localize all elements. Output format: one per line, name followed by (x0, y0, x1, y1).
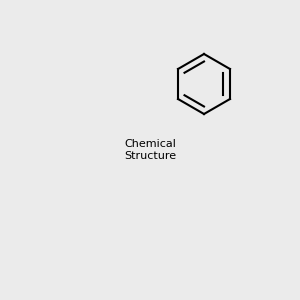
Text: Chemical
Structure: Chemical Structure (124, 139, 176, 161)
